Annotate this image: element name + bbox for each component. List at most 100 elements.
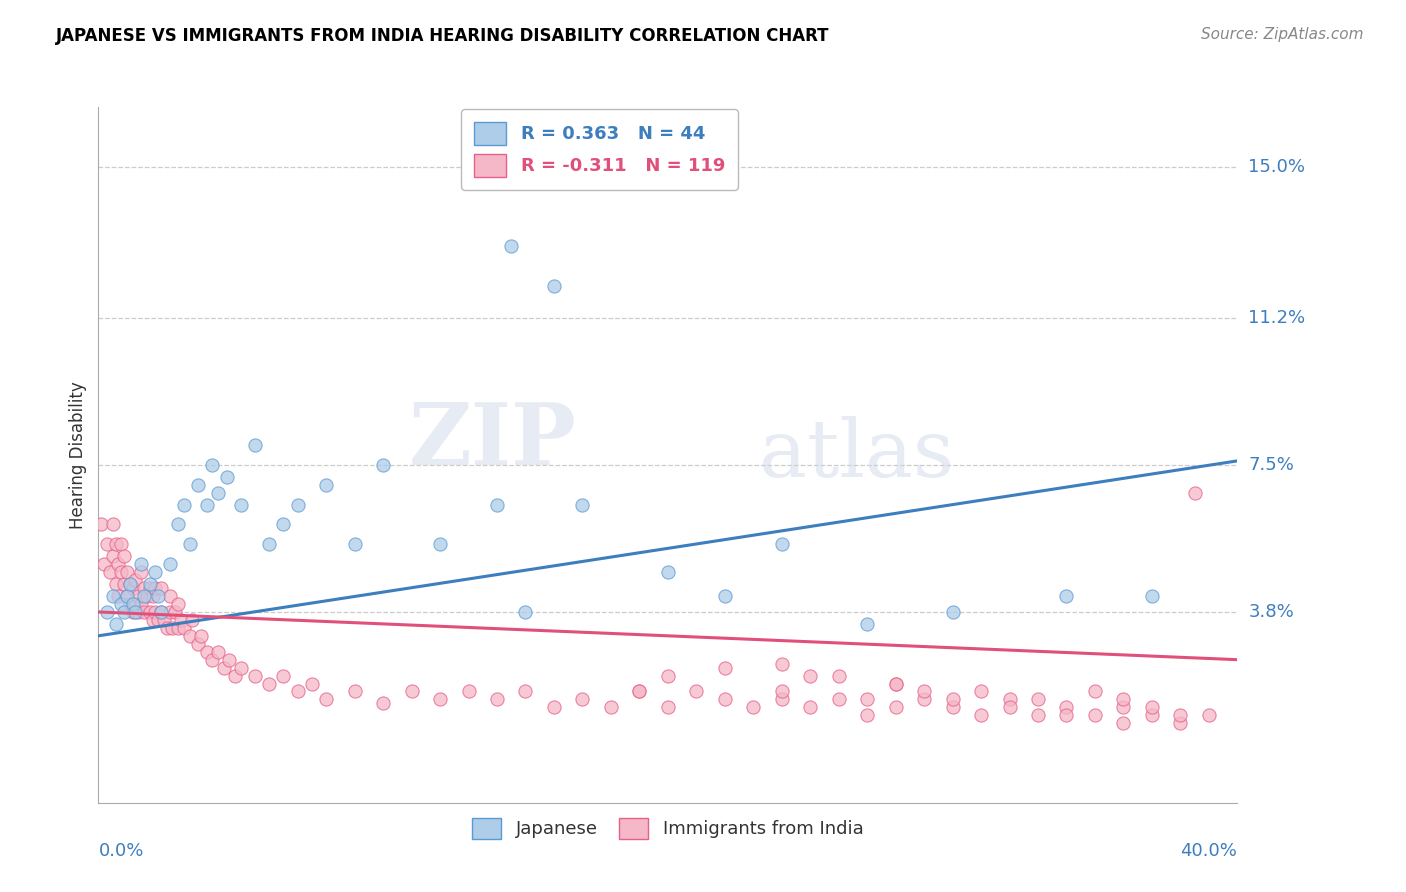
Point bbox=[167, 621, 190, 635]
Point bbox=[156, 621, 179, 635]
Point bbox=[118, 577, 141, 591]
Point bbox=[121, 597, 143, 611]
Point bbox=[1140, 700, 1163, 714]
Text: JAPANESE VS IMMIGRANTS FROM INDIA HEARING DISABILITY CORRELATION CHART: JAPANESE VS IMMIGRANTS FROM INDIA HEARIN… bbox=[56, 27, 830, 45]
Point bbox=[828, 692, 851, 706]
Point bbox=[373, 697, 395, 711]
Point bbox=[1084, 684, 1107, 698]
Point bbox=[259, 676, 281, 690]
Point bbox=[135, 589, 157, 603]
Point bbox=[714, 692, 737, 706]
Point bbox=[207, 485, 229, 500]
Point bbox=[115, 589, 138, 603]
Point bbox=[543, 279, 565, 293]
Point bbox=[243, 438, 266, 452]
Point bbox=[486, 692, 509, 706]
Point bbox=[101, 549, 124, 564]
Point bbox=[159, 605, 181, 619]
Point bbox=[315, 477, 337, 491]
Point bbox=[167, 597, 190, 611]
Point bbox=[124, 597, 146, 611]
Text: 0.0%: 0.0% bbox=[98, 842, 143, 860]
Point bbox=[970, 684, 993, 698]
Point bbox=[1184, 485, 1206, 500]
Point bbox=[714, 660, 737, 674]
Point bbox=[1056, 589, 1078, 603]
Point bbox=[856, 708, 879, 723]
Point bbox=[93, 558, 115, 572]
Point bbox=[150, 605, 173, 619]
Point bbox=[132, 589, 155, 603]
Point bbox=[1140, 708, 1163, 723]
Point bbox=[401, 684, 423, 698]
Point bbox=[1170, 716, 1192, 731]
Point bbox=[657, 565, 679, 579]
Point bbox=[195, 645, 218, 659]
Point bbox=[110, 597, 132, 611]
Point bbox=[799, 700, 821, 714]
Point bbox=[912, 692, 935, 706]
Point bbox=[118, 597, 141, 611]
Point bbox=[884, 676, 907, 690]
Point bbox=[770, 657, 793, 671]
Point bbox=[107, 589, 129, 603]
Point bbox=[628, 684, 651, 698]
Point bbox=[201, 653, 224, 667]
Point bbox=[273, 517, 295, 532]
Point bbox=[101, 517, 124, 532]
Point bbox=[1112, 716, 1135, 731]
Point bbox=[657, 668, 679, 682]
Point bbox=[104, 537, 127, 551]
Point bbox=[315, 692, 337, 706]
Point bbox=[429, 692, 451, 706]
Point bbox=[138, 577, 160, 591]
Point bbox=[486, 498, 509, 512]
Point bbox=[110, 537, 132, 551]
Point bbox=[118, 577, 141, 591]
Point bbox=[112, 577, 135, 591]
Point bbox=[770, 537, 793, 551]
Point bbox=[212, 660, 235, 674]
Point bbox=[1056, 708, 1078, 723]
Point bbox=[107, 558, 129, 572]
Point bbox=[657, 700, 679, 714]
Point bbox=[343, 684, 366, 698]
Point bbox=[121, 605, 143, 619]
Point bbox=[1026, 708, 1049, 723]
Point bbox=[90, 517, 112, 532]
Point bbox=[287, 684, 309, 698]
Point bbox=[201, 458, 224, 472]
Point bbox=[600, 700, 623, 714]
Text: 40.0%: 40.0% bbox=[1181, 842, 1237, 860]
Point bbox=[112, 605, 135, 619]
Point bbox=[571, 692, 593, 706]
Point bbox=[1026, 692, 1049, 706]
Point bbox=[153, 613, 176, 627]
Point bbox=[218, 653, 240, 667]
Point bbox=[1170, 708, 1192, 723]
Point bbox=[742, 700, 765, 714]
Point bbox=[799, 668, 821, 682]
Point bbox=[141, 589, 163, 603]
Text: ZIP: ZIP bbox=[409, 399, 576, 483]
Point bbox=[207, 645, 229, 659]
Point bbox=[457, 684, 479, 698]
Point bbox=[628, 684, 651, 698]
Point bbox=[127, 589, 149, 603]
Point bbox=[942, 700, 965, 714]
Point bbox=[273, 668, 295, 682]
Point bbox=[1112, 692, 1135, 706]
Point bbox=[148, 613, 170, 627]
Point bbox=[145, 605, 167, 619]
Point bbox=[129, 597, 152, 611]
Point bbox=[912, 684, 935, 698]
Point bbox=[224, 668, 246, 682]
Point bbox=[373, 458, 395, 472]
Point bbox=[501, 239, 523, 253]
Point bbox=[301, 676, 323, 690]
Point bbox=[998, 692, 1021, 706]
Point bbox=[714, 589, 737, 603]
Point bbox=[884, 700, 907, 714]
Point bbox=[101, 589, 124, 603]
Point bbox=[162, 621, 184, 635]
